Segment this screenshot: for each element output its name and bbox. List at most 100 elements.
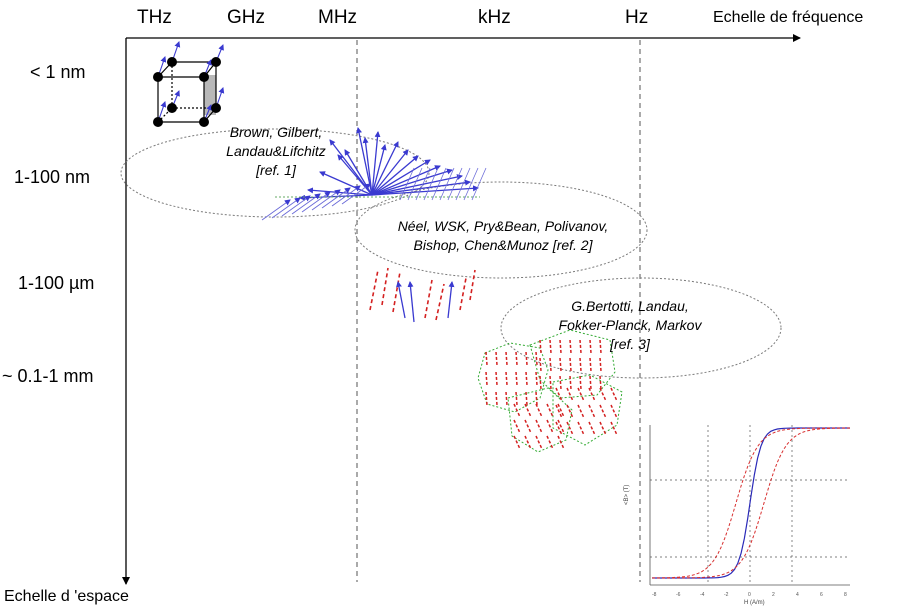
grain-domain-mark	[589, 357, 592, 372]
domain-mark	[392, 271, 401, 313]
grain-domain-mark	[599, 404, 607, 419]
grain-domain-mark	[569, 375, 572, 390]
grain-domain-mark	[525, 351, 528, 366]
spin-wave-arrow	[371, 174, 463, 196]
grain-domain-mark	[513, 435, 521, 450]
grain-domain-mark	[559, 357, 562, 372]
frequency-axis-label: Echelle de fréquence	[713, 9, 864, 26]
atom-dot	[153, 72, 163, 82]
grain-domain-mark	[535, 435, 543, 450]
precession-arrow	[271, 197, 301, 219]
atom-dot	[167, 103, 177, 113]
precession-hatch	[455, 167, 471, 201]
inset-tick-label: -4	[700, 592, 705, 598]
hysteresis-curve-red-left	[652, 427, 850, 579]
grain-domain-mark	[557, 435, 565, 450]
grain-domain-mark	[555, 404, 563, 419]
grain-domain-mark	[524, 435, 532, 450]
grain-domain-mark	[610, 421, 618, 436]
grain-domain-mark	[513, 419, 521, 434]
grain-domain-mark	[557, 419, 565, 434]
atom-dot	[153, 117, 163, 127]
spin-wave-arrows	[275, 127, 480, 201]
grain-domain-mark	[566, 387, 574, 402]
domain-mark	[459, 277, 467, 311]
grain-domain-mark	[588, 387, 596, 402]
domain-arrow	[396, 281, 406, 319]
grain-domain-mark	[505, 371, 508, 386]
grain-domain-mark	[569, 357, 572, 372]
domain-mark	[469, 269, 476, 301]
grain-domain-mark	[549, 339, 552, 354]
grain-domain-mark	[546, 419, 554, 434]
atom-dot	[167, 57, 177, 67]
spin-wave-arrow	[371, 149, 409, 196]
model-ref-3: G.Bertotti, Landau, Fokker-Planck, Marko…	[558, 298, 702, 352]
spin-precession-arrows	[261, 167, 487, 221]
grain-domain-mark	[513, 403, 521, 418]
grain-domain-mark	[599, 339, 602, 354]
grain-domain-mark	[569, 339, 572, 354]
grain-domain-mark	[515, 371, 518, 386]
grain-structure	[477, 329, 623, 453]
domain-arrow	[447, 281, 455, 319]
precession-hatch	[431, 167, 447, 201]
grain-domain-mark	[546, 403, 554, 418]
grain-domain-mark	[599, 375, 602, 390]
precession-arrow	[341, 183, 371, 205]
atom-dot	[211, 103, 221, 113]
grain-domain-mark	[559, 339, 562, 354]
grain-domain-mark	[524, 419, 532, 434]
inset-ylabel: <B> (T)	[624, 485, 630, 505]
precession-arrow	[321, 187, 351, 209]
grain-domain-mark	[535, 371, 538, 386]
precession-hatch	[423, 167, 439, 201]
grain-domain-mark	[599, 421, 607, 436]
model-ref-2: Néel, WSK, Pry&Bean, Polivanov, Bishop, …	[397, 218, 609, 253]
precession-arrow	[301, 191, 331, 213]
freq-tick-khz: kHz	[478, 7, 511, 28]
grain-domain-mark	[599, 387, 607, 402]
precession-hatch	[415, 167, 431, 201]
space-axis-label: Echelle d 'espace	[4, 588, 129, 605]
grain-domain-mark	[546, 435, 554, 450]
grain-domain-mark	[588, 404, 596, 419]
grain-domain-mark	[566, 421, 574, 436]
grain-domain-mark	[535, 351, 538, 366]
spin-wave-arrow	[371, 168, 453, 196]
spin-wave-arrow	[362, 137, 373, 196]
freq-tick-mhz: MHz	[318, 7, 358, 28]
precession-hatch	[463, 167, 479, 201]
grain-domain-mark	[579, 375, 582, 390]
domain-mark	[381, 267, 389, 306]
precession-hatch	[447, 167, 463, 201]
inset-tick-label: 6	[820, 592, 823, 598]
grain-3	[552, 374, 623, 446]
atom-dots	[153, 57, 221, 127]
grain-domain-mark	[495, 351, 498, 366]
spin-wave-arrow	[319, 171, 373, 196]
freq-tick-thz: THz	[137, 7, 172, 28]
grain-domain-mark	[525, 371, 528, 386]
grain-domain-marks	[485, 339, 618, 450]
grain-domain-mark	[566, 404, 574, 419]
inset-tick-label: -6	[676, 592, 681, 598]
grain-domain-mark	[610, 387, 618, 402]
grain-domain-mark	[535, 419, 543, 434]
grain-domain-mark	[539, 339, 542, 354]
precession-hatch	[439, 167, 455, 201]
atom-dot	[199, 117, 209, 127]
grain-domain-mark	[495, 391, 498, 406]
model-ellipse-3	[500, 277, 782, 379]
grain-domain-mark	[577, 404, 585, 419]
spin-wave-arrow	[371, 141, 399, 196]
spin-wave-arrow	[371, 131, 381, 196]
inset-tick-label: 2	[772, 592, 775, 598]
model-ref-1: Brown, Gilbert, Landau&Lifchitz [ref. 1]	[226, 124, 326, 178]
grain-domain-mark	[589, 339, 592, 354]
precession-arrow	[281, 195, 311, 217]
domain-wall-arrows	[369, 267, 476, 323]
inset-xlabel: H (A/m)	[744, 600, 765, 606]
